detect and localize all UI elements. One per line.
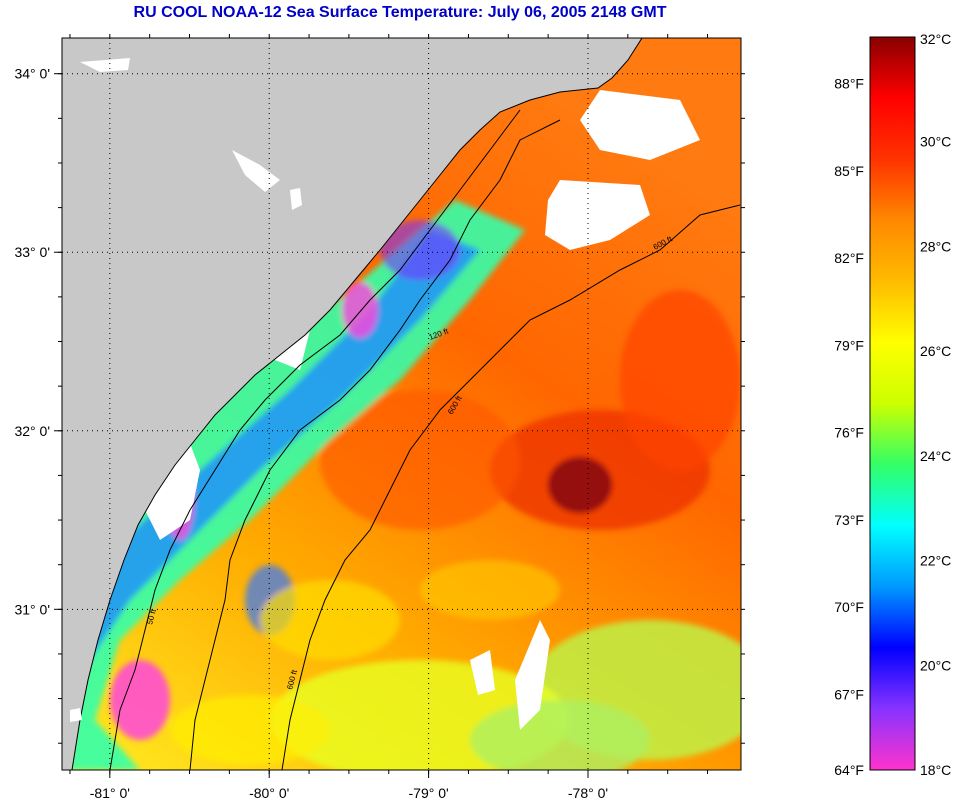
isobath-120ft xyxy=(189,119,561,770)
map-title: RU COOL NOAA-12 Sea Surface Temperature:… xyxy=(133,4,667,21)
celsius-tick-label: 32°C xyxy=(920,31,951,47)
celsius-tick-label: 20°C xyxy=(920,657,951,673)
lon-tick-label: -78° 0' xyxy=(568,785,608,801)
lat-tick-label: 34° 0' xyxy=(14,66,50,82)
celsius-tick-label: 30°C xyxy=(920,134,951,150)
lon-tick-label: -79° 0' xyxy=(409,785,449,801)
map-frame: 600 ft 120 ft 50 ft 600 ft 600 ft xyxy=(62,38,741,770)
land-mass xyxy=(62,38,643,770)
map-axes: -81° 0' -80° 0' -79° 0' -78° 0' 34° 0' 33° 0'… xyxy=(14,34,745,801)
fahrenheit-tick-label: 73°F xyxy=(834,512,864,528)
celsius-tick-label: 24°C xyxy=(920,448,951,464)
inland-white-patches xyxy=(70,58,302,722)
isobath-label-50: 50 ft xyxy=(145,607,158,625)
celsius-tick-label: 18°C xyxy=(920,762,951,778)
lon-tick-label: -80° 0' xyxy=(249,785,289,801)
isobath-50ft xyxy=(109,109,521,770)
fahrenheit-tick-label: 76°F xyxy=(834,425,864,441)
lat-tick-label: 32° 0' xyxy=(14,423,50,439)
lon-tick-label: -81° 0' xyxy=(90,785,130,801)
fahrenheit-tick-label: 79°F xyxy=(834,337,864,353)
fahrenheit-tick-label: 67°F xyxy=(834,686,864,702)
sst-patches xyxy=(62,200,741,770)
celsius-tick-label: 28°C xyxy=(920,238,951,254)
fahrenheit-tick-label: 85°F xyxy=(834,163,864,179)
lat-tick-label: 31° 0' xyxy=(14,601,50,617)
lat-tick-label: 33° 0' xyxy=(14,244,50,260)
isobath-600ft xyxy=(281,204,741,770)
isobath-contours xyxy=(109,109,741,770)
celsius-tick-label: 26°C xyxy=(920,343,951,359)
map-border xyxy=(61,37,742,771)
fahrenheit-tick-label: 88°F xyxy=(834,76,864,92)
celsius-tick-label: 22°C xyxy=(920,553,951,569)
map-gridlines xyxy=(62,38,741,770)
fahrenheit-tick-label: 82°F xyxy=(834,250,864,266)
fahrenheit-tick-label: 64°F xyxy=(834,762,864,778)
fahrenheit-tick-label: 70°F xyxy=(834,599,864,615)
colorbar xyxy=(869,36,916,771)
colorbar-labels: 32°C 30°C 28°C 26°C 24°C 22°C 20°C 18°C 88°F 85°F… xyxy=(834,31,951,778)
